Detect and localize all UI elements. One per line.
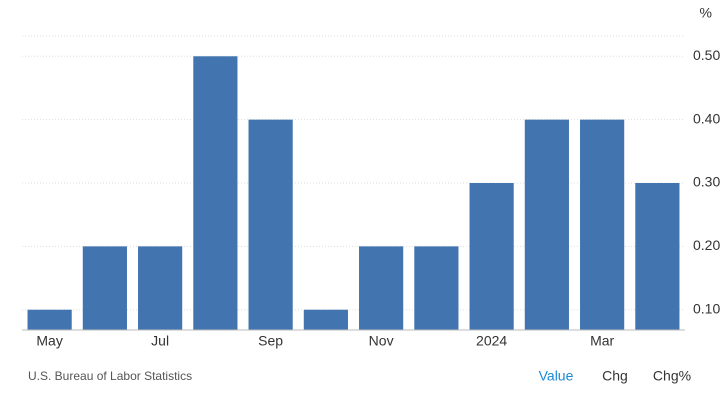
y-tick-label: 0.10 [693, 300, 720, 316]
y-tick-label: 0.40 [693, 110, 720, 126]
y-tick-label: 0.50 [693, 47, 720, 63]
chg-pct-button[interactable]: Chg% [653, 368, 691, 384]
bar [359, 246, 404, 330]
bar [193, 56, 238, 330]
x-tick-label: May [36, 333, 62, 349]
unit-label: % [700, 5, 712, 21]
bar [524, 119, 569, 330]
bar [248, 119, 293, 330]
bar [82, 246, 127, 330]
bar [303, 309, 348, 330]
bar [138, 246, 183, 330]
bar [27, 309, 72, 330]
x-tick-label: Sep [258, 333, 283, 349]
bar [580, 119, 625, 330]
x-tick-label: Jul [151, 333, 169, 349]
chg-button[interactable]: Chg [602, 368, 628, 384]
bar [469, 183, 514, 330]
bar [635, 183, 680, 330]
x-tick-label: Mar [590, 333, 614, 349]
x-tick-label: Nov [369, 333, 394, 349]
value-button[interactable]: Value [539, 368, 574, 384]
x-tick-label: 2024 [476, 333, 507, 349]
bar [414, 246, 459, 330]
y-tick-label: 0.30 [693, 174, 720, 190]
y-tick-label: 0.20 [693, 237, 720, 253]
source: U.S. Bureau of Labor Statistics [28, 369, 192, 383]
